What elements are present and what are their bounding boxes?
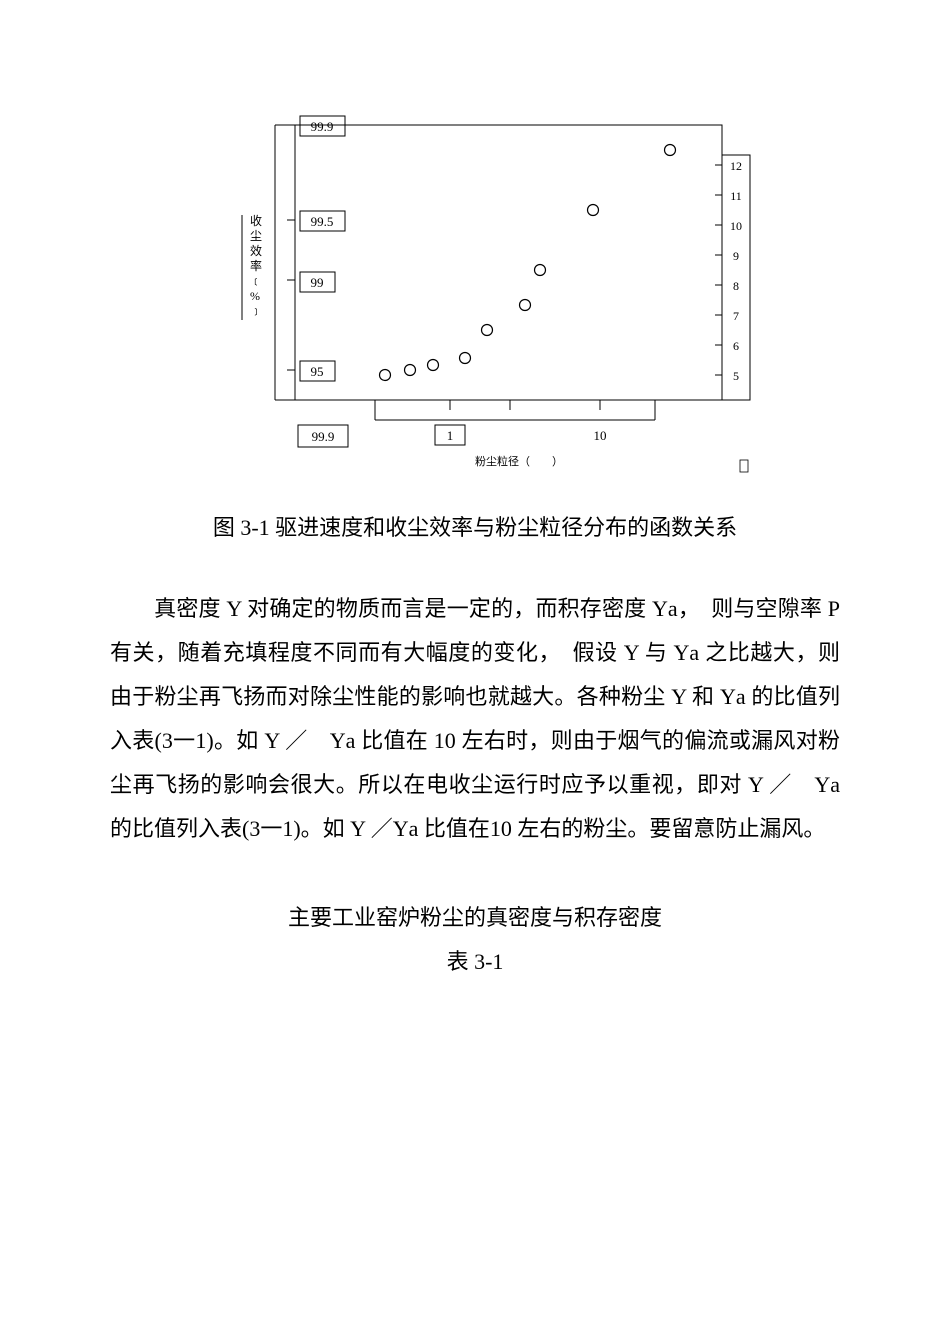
chart-svg: 99.9 99.5 99 95 99.9 收 尘 效 率 ﹝ % ﹞ xyxy=(195,80,755,490)
y-right-tick-5: 7 xyxy=(733,309,739,323)
plot-area xyxy=(295,125,722,400)
y-left-tick-3: 95 xyxy=(311,364,324,379)
table-label: 表 3-1 xyxy=(110,940,840,984)
y-left-label-char: % xyxy=(250,289,260,303)
y-right-tick-7: 5 xyxy=(733,369,739,383)
y-right-tick-0: 12 xyxy=(730,159,742,173)
chart-caption: 图 3-1 驱进速度和收尘效率与粉尘粒径分布的函数关系 xyxy=(110,510,840,542)
x-tick-0: 1 xyxy=(447,428,454,443)
y-right-tick-1: 11 xyxy=(730,189,742,203)
y-left-label-char: 尘 xyxy=(250,229,262,243)
paragraph-text: 真密度 Υ 对确定的物质而言是一定的，而积存密度 Υa， 则与空隙率 P 有关，… xyxy=(110,596,840,841)
y-right-tick-2: 10 xyxy=(730,219,742,233)
y-left-label-char: 率 xyxy=(250,258,262,273)
chart-container: 99.9 99.5 99 95 99.9 收 尘 效 率 ﹝ % ﹞ xyxy=(195,80,755,490)
y-left-label-char: 效 xyxy=(250,243,262,258)
y-left-label-char: 收 xyxy=(250,214,262,228)
y-right-tick-4: 8 xyxy=(733,279,739,293)
table-title: 主要工业窑炉粉尘的真密度与积存密度 xyxy=(110,896,840,940)
y-left-tick-0: 99.9 xyxy=(311,119,334,134)
x-tick-1: 10 xyxy=(594,428,607,443)
y-left-tick-2: 99 xyxy=(311,275,324,290)
y-left-tick-4: 99.9 xyxy=(312,429,335,444)
data-points xyxy=(380,145,676,381)
x-axis-label: 粉尘粒径（ ） xyxy=(475,454,563,468)
y-left-tick-1: 99.5 xyxy=(311,214,334,229)
y-right-tick-3: 9 xyxy=(733,249,739,263)
y-left-label-char: ﹞ xyxy=(250,304,262,318)
y-left-label-char: ﹝ xyxy=(250,274,262,288)
y-right-tick-6: 6 xyxy=(733,339,739,353)
body-paragraph: 真密度 Υ 对确定的物质而言是一定的，而积存密度 Υa， 则与空隙率 P 有关，… xyxy=(110,587,840,851)
